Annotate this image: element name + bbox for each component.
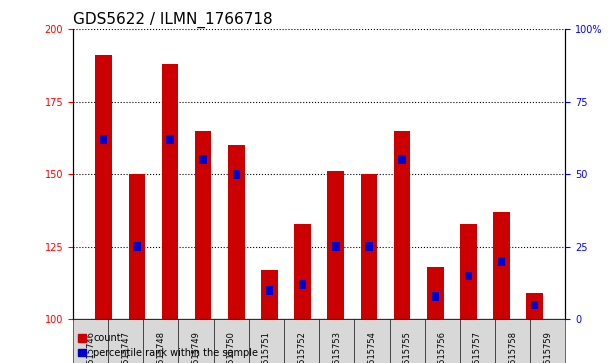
Bar [493, 212, 510, 319]
Bar [199, 155, 207, 164]
Text: GSM1515747: GSM1515747 [121, 331, 130, 363]
Text: GSM1515758: GSM1515758 [508, 331, 517, 363]
Bar [195, 131, 212, 319]
Text: GSM1515749: GSM1515749 [192, 331, 201, 363]
Text: GSM1515756: GSM1515756 [438, 331, 447, 363]
Bar [294, 224, 311, 319]
Text: GSM1515750: GSM1515750 [227, 331, 236, 363]
Bar [328, 171, 344, 319]
Bar [527, 293, 543, 319]
Bar [162, 64, 178, 319]
Bar [365, 242, 373, 251]
Text: GSM1515753: GSM1515753 [333, 331, 341, 363]
Text: GSM1515755: GSM1515755 [402, 331, 412, 363]
Bar [133, 242, 140, 251]
Bar [432, 292, 439, 301]
Bar [531, 301, 539, 309]
Bar [166, 135, 174, 144]
Bar [398, 155, 406, 164]
Text: GDS5622 / ILMN_1766718: GDS5622 / ILMN_1766718 [73, 12, 272, 28]
Text: GSM1515757: GSM1515757 [473, 331, 482, 363]
Text: GSM1515748: GSM1515748 [156, 331, 165, 363]
Bar [460, 224, 477, 319]
Text: GSM1515754: GSM1515754 [367, 331, 376, 363]
Text: GSM1515751: GSM1515751 [262, 331, 271, 363]
Bar [498, 257, 505, 266]
Bar [361, 174, 377, 319]
Bar [427, 267, 444, 319]
Text: GSM1515759: GSM1515759 [544, 331, 552, 363]
Bar [95, 55, 112, 319]
Bar [266, 286, 273, 295]
Bar [233, 170, 240, 179]
Bar [299, 280, 306, 289]
Text: GSM1515746: GSM1515746 [86, 331, 95, 363]
Bar [100, 135, 108, 144]
Bar [128, 174, 145, 319]
Legend: count, percentile rank within the sample: count, percentile rank within the sample [78, 333, 258, 358]
Bar [261, 270, 278, 319]
Bar [394, 131, 410, 319]
Bar [228, 145, 244, 319]
Text: GSM1515752: GSM1515752 [297, 331, 306, 363]
Bar [465, 272, 472, 280]
Bar [332, 242, 339, 251]
